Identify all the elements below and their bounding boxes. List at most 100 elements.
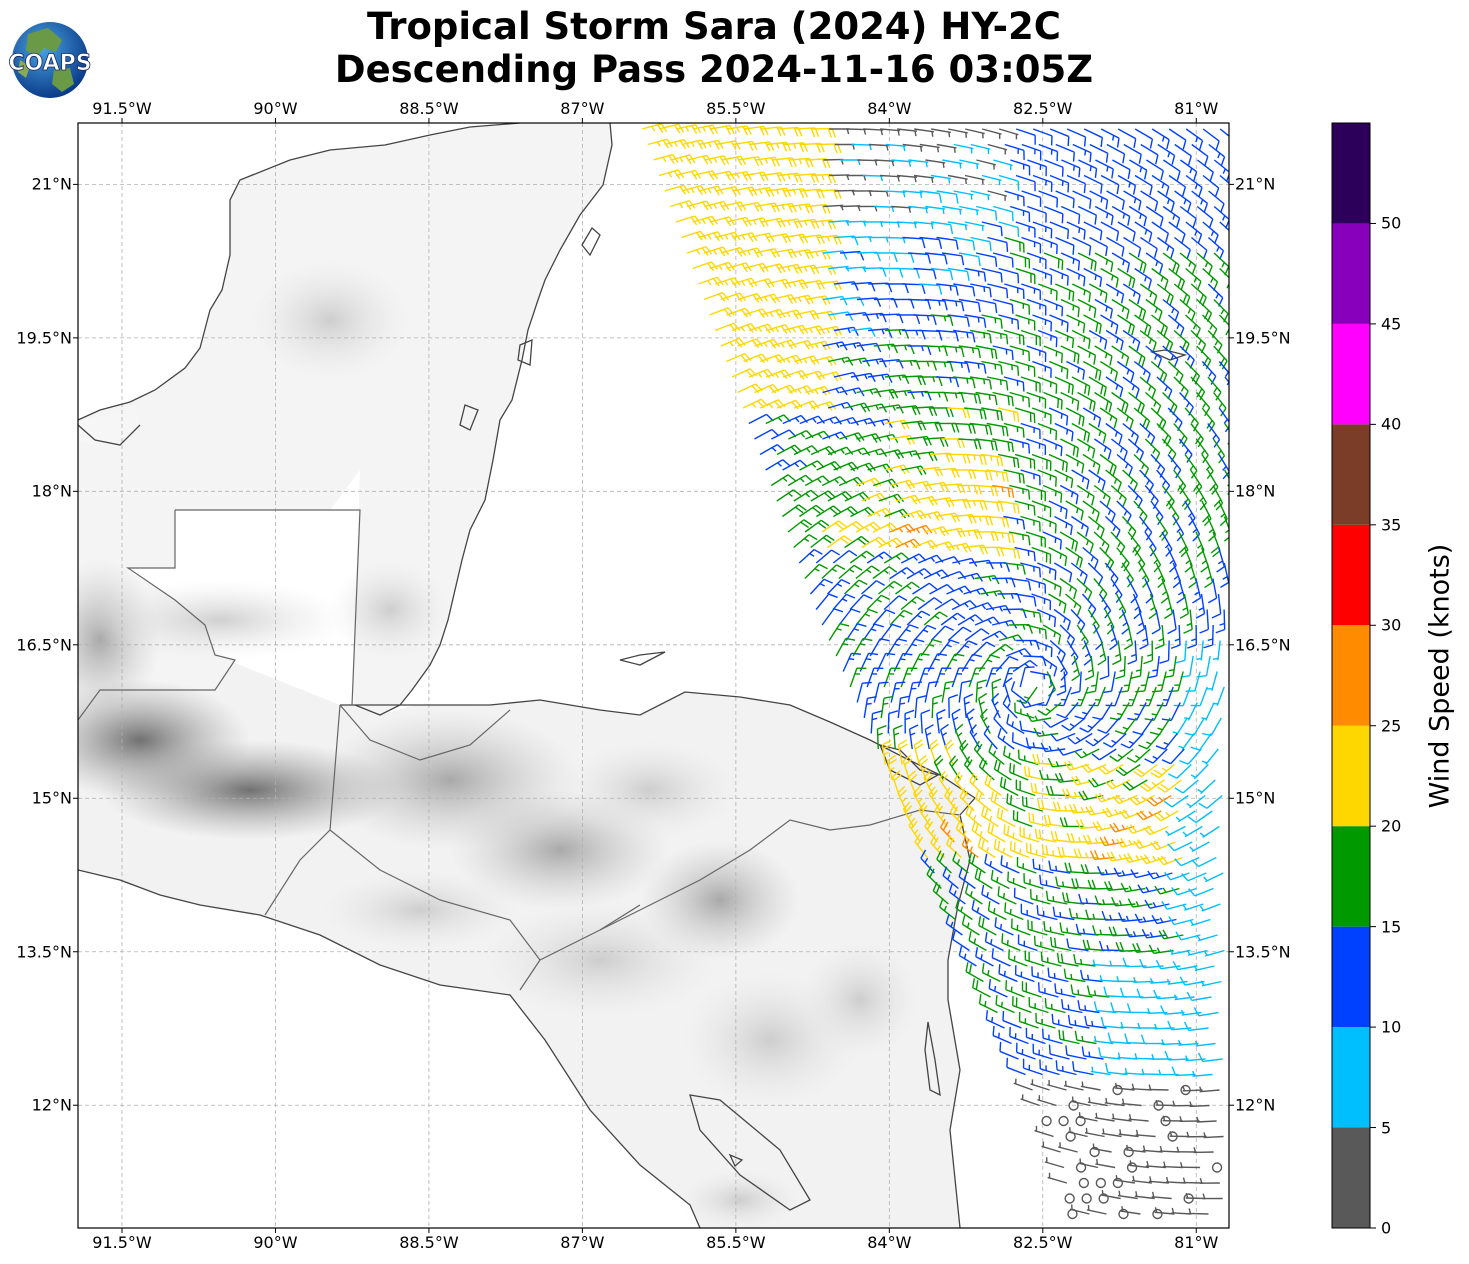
wind-barb	[1208, 143, 1226, 167]
wind-barb	[1163, 159, 1181, 181]
wind-barb	[1111, 345, 1130, 367]
wind-barb	[993, 710, 1008, 734]
wind-barb	[1016, 857, 1037, 874]
wind-barb	[974, 574, 1000, 585]
wind-barb	[1102, 732, 1127, 748]
wind-barb	[1070, 671, 1082, 695]
wind-barb	[1014, 546, 1036, 562]
wind-barb	[1148, 944, 1174, 954]
wind-barb	[940, 612, 966, 626]
wind-barb	[1151, 914, 1177, 925]
wind-barb	[1133, 407, 1151, 430]
wind-barb	[1100, 1190, 1121, 1200]
wind-barb	[948, 882, 966, 905]
lon-label-top: 91.5°W	[92, 99, 152, 118]
logo-text: COAPS	[8, 51, 91, 76]
wind-barb	[1179, 976, 1205, 986]
wind-barb	[1111, 1113, 1132, 1122]
wind-barb	[947, 221, 968, 231]
wind-barb	[749, 232, 775, 243]
colorbar	[1332, 123, 1370, 1228]
wind-barb	[948, 694, 959, 719]
wind-barb	[995, 655, 1019, 672]
wind-barb	[1020, 329, 1041, 347]
wind-barb	[759, 444, 785, 456]
wind-barb	[1151, 267, 1169, 290]
wind-barb	[1082, 453, 1101, 475]
wind-barb	[1019, 720, 1042, 735]
wind-barb	[936, 283, 959, 296]
wind-barb	[930, 221, 954, 235]
wind-barb	[1122, 283, 1141, 305]
wind-barb	[1139, 624, 1149, 650]
wind-barb	[953, 236, 976, 251]
wind-barb	[969, 559, 994, 570]
wind-barb	[1148, 1176, 1169, 1184]
wind-barb	[969, 724, 981, 750]
wind-barb	[1172, 717, 1188, 736]
wind-barb	[1019, 699, 1045, 709]
wind-barb	[1004, 236, 1025, 253]
wind-barb	[886, 754, 897, 781]
wind-barb	[1032, 174, 1053, 192]
wind-barb	[1203, 872, 1224, 883]
wind-barb	[1145, 298, 1163, 321]
wind-barb	[1025, 624, 1047, 640]
wind-barb	[1213, 345, 1228, 370]
wind-barb	[1025, 577, 1047, 594]
wind-barb	[1044, 1157, 1065, 1169]
wind-barb	[833, 506, 859, 518]
wind-barb	[980, 500, 1004, 512]
wind-barb	[1128, 391, 1145, 415]
wind-barb	[1009, 438, 1031, 454]
wind-barb	[1086, 1204, 1107, 1215]
wind-barb	[936, 850, 952, 874]
wind-barb	[961, 914, 980, 936]
wind-barb	[1171, 887, 1197, 896]
wind-barb	[1003, 469, 1025, 484]
wind-barb	[1006, 714, 1025, 735]
wind-barb	[1134, 128, 1154, 149]
wind-barb	[959, 159, 980, 170]
wind-barb	[1107, 1032, 1131, 1045]
wind-barb	[1185, 1192, 1206, 1200]
wind-barb	[896, 174, 917, 183]
lon-label-bottom: 88.5°W	[399, 1233, 459, 1252]
wind-barb	[974, 868, 993, 890]
wind-barb	[906, 524, 933, 535]
wind-barb	[866, 594, 891, 610]
wind-barb	[1123, 190, 1142, 211]
wind-barb	[1188, 1208, 1209, 1215]
wind-barb	[846, 128, 867, 135]
wind-barb	[1050, 732, 1076, 742]
wind-barb	[1088, 422, 1107, 444]
wind-barb	[908, 159, 929, 168]
wind-barb	[993, 159, 1013, 171]
wind-barb	[749, 141, 775, 152]
wind-barb	[1071, 376, 1091, 396]
wind-barb	[997, 546, 1021, 559]
wind-barb	[805, 295, 831, 306]
wind-barb	[992, 298, 1014, 314]
wind-barb	[1006, 793, 1026, 812]
wind-barb	[793, 489, 819, 502]
wind-barb	[872, 566, 898, 580]
wind-barb	[1004, 902, 1024, 921]
wind-barb	[981, 884, 1000, 905]
wind-barb	[1072, 236, 1092, 256]
wind-barb	[1134, 267, 1152, 289]
wind-barb	[1043, 717, 1069, 728]
wind-barb	[901, 465, 927, 476]
wind-barb	[987, 236, 1009, 252]
wind-barb	[1060, 345, 1080, 364]
wind-barb	[1104, 880, 1129, 892]
wind-barb	[1037, 515, 1057, 534]
wind-barb	[732, 140, 758, 151]
lat-label-left: 18°N	[31, 481, 72, 501]
wind-barb	[1037, 329, 1058, 348]
wind-barb	[1134, 314, 1152, 336]
wind-barb	[1170, 624, 1181, 650]
wind-barb	[963, 500, 988, 511]
wind-barb	[1139, 779, 1165, 792]
lat-label-left: 21°N	[31, 174, 72, 194]
